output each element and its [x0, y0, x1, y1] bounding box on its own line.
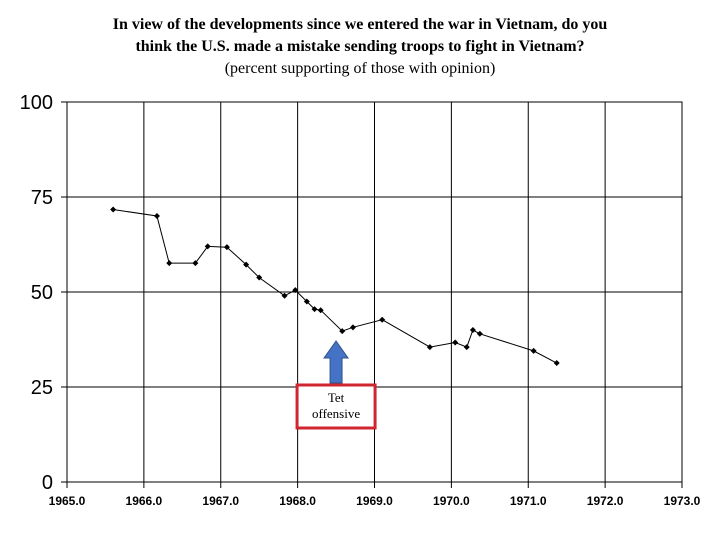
data-point [339, 328, 346, 335]
subtitle: (percent supporting of those with opinio… [224, 60, 496, 77]
annotation-label: Tet [328, 390, 345, 405]
y-tick-label: 50 [31, 282, 53, 304]
data-point [110, 206, 117, 213]
annotation-box [295, 383, 377, 430]
chart-title: In view of the developments since we ent… [0, 14, 720, 80]
data-point [476, 330, 483, 337]
y-tick-label: 25 [31, 377, 53, 399]
axes [61, 101, 683, 488]
arrow-up-icon [323, 340, 350, 384]
y-tick-label: 100 [20, 92, 53, 114]
x-tick-label: 1971.0 [510, 494, 547, 508]
data-point [281, 292, 288, 299]
data-point [349, 324, 356, 331]
data-point [303, 298, 310, 305]
data-point [256, 274, 263, 281]
x-tick-labels: 1965.0 1966.0 1967.0 1968.0 1969.0 1970.0 1971… [49, 494, 701, 508]
data-point [379, 316, 386, 323]
plot-area-border [66, 101, 683, 483]
x-tick-label: 1966.0 [126, 494, 163, 508]
data-point [204, 243, 211, 250]
y-tick-labels: 0 25 50 75 100 [20, 92, 53, 494]
data-point [426, 344, 433, 351]
data-point [311, 306, 318, 313]
data-point [469, 327, 476, 333]
x-tick-label: 1970.0 [433, 494, 470, 508]
y-tick-label: 0 [42, 472, 53, 494]
x-tick-label: 1965.0 [49, 494, 86, 508]
title-line-2: think the U.S. made a mistake sending tr… [135, 38, 585, 55]
data-point [223, 244, 230, 251]
series-line [113, 209, 557, 364]
title-line-1: In view of the developments since we ent… [112, 16, 608, 33]
x-tick-label: 1968.0 [279, 494, 316, 508]
x-tick-label: 1969.0 [356, 494, 393, 508]
data-point [463, 344, 470, 351]
series-group [110, 206, 560, 367]
data-point [192, 260, 199, 267]
data-point [452, 339, 459, 346]
data-point [243, 261, 250, 268]
y-tick-label: 75 [31, 187, 53, 209]
data-point [553, 360, 560, 367]
data-point [317, 307, 324, 314]
x-tick-label: 1972.0 [587, 494, 624, 508]
annotation-label: offensive [312, 406, 360, 421]
data-point [153, 213, 160, 219]
data-point [166, 260, 173, 267]
x-tick-label: 1967.0 [202, 494, 239, 508]
data-point [530, 347, 537, 354]
x-tick-label: 1973.0 [664, 494, 701, 508]
data-point [292, 287, 299, 294]
